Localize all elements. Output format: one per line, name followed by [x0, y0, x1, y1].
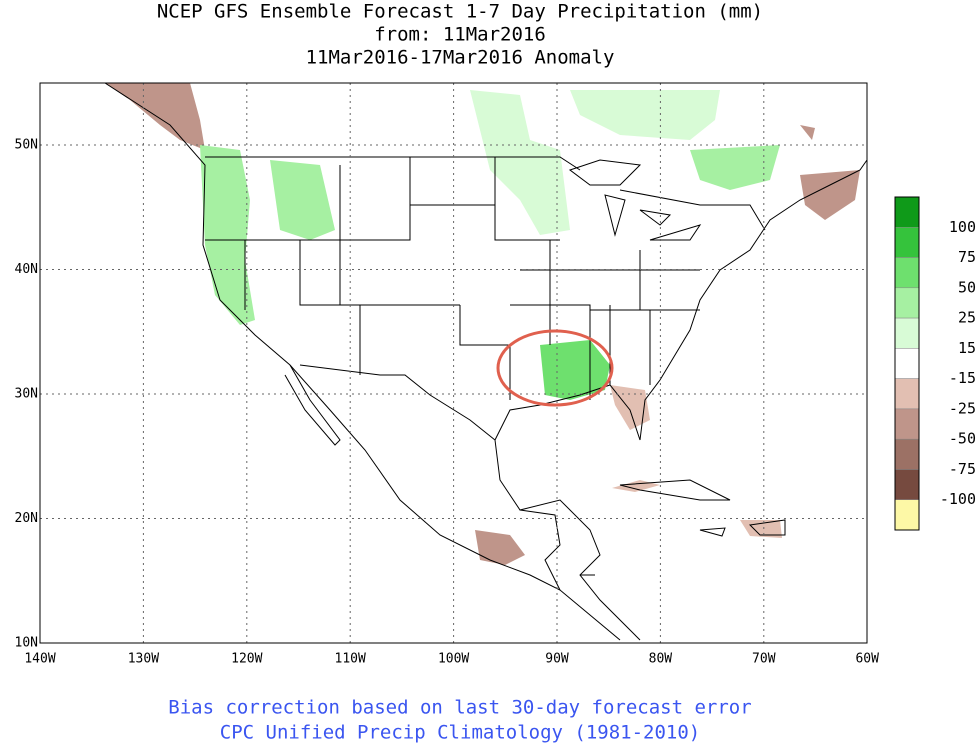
legend-label: 50 — [958, 278, 976, 296]
legend-label: -15 — [949, 369, 976, 387]
legend-swatch — [894, 499, 920, 531]
lat-label: 10N — [15, 636, 38, 651]
title-line: NCEP GFS Ensemble Forecast 1-7 Day Preci… — [157, 1, 763, 23]
legend-swatch — [894, 287, 920, 319]
anomaly-brown — [800, 125, 815, 140]
legend-label: 25 — [958, 309, 976, 327]
coastline — [284, 364, 341, 446]
footer-line: Bias correction based on last 30-day for… — [168, 697, 751, 719]
title-line: from: 11Mar2016 — [374, 24, 546, 46]
legend-label: 15 — [958, 339, 976, 357]
island — [748, 519, 786, 536]
legend-swatch — [894, 227, 920, 258]
lon-label: 130W — [128, 652, 159, 667]
map-frame — [39, 82, 868, 644]
legend-swatch — [894, 438, 920, 470]
legend-swatch — [894, 196, 920, 228]
lat-label: 30N — [15, 387, 38, 402]
legend-label: -100 — [940, 490, 976, 508]
lon-label: 60W — [855, 652, 879, 667]
legend-label: 75 — [958, 248, 976, 266]
map — [39, 82, 868, 644]
lon-label: 90W — [545, 652, 569, 667]
legend-swatch — [894, 348, 920, 379]
legend-frame — [894, 196, 920, 531]
coastline — [104, 82, 621, 641]
legend-label: -75 — [949, 460, 976, 478]
anomaly-brown — [475, 530, 525, 565]
lon-label: 80W — [649, 652, 673, 667]
lat-label: 40N — [15, 262, 38, 277]
anomaly-green — [270, 160, 335, 240]
legend-label: -25 — [949, 399, 976, 417]
anomaly-brown — [105, 83, 205, 150]
lon-label: 120W — [231, 652, 262, 667]
lon-label: 140W — [24, 652, 55, 667]
great-lakes — [568, 159, 702, 241]
legend-swatch — [894, 469, 920, 500]
legend-swatch — [894, 317, 920, 349]
island — [619, 479, 731, 501]
coastline — [494, 159, 868, 641]
legend-label: -50 — [949, 430, 976, 448]
border — [519, 509, 595, 591]
legend-swatch — [894, 378, 920, 410]
anomaly-green — [570, 90, 720, 140]
footer-line: CPC Unified Precip Climatology (1981-201… — [220, 722, 700, 744]
lon-label: 100W — [438, 652, 469, 667]
lat-label: 50N — [15, 138, 38, 153]
lon-label: 110W — [335, 652, 366, 667]
anomaly-green — [690, 145, 780, 190]
highlight-circle — [496, 329, 614, 407]
island — [699, 527, 726, 537]
axis-labels: 140W 130W 120W 110W 100W 90W 80W 70W 60W 10N 20N 30… — [15, 138, 880, 667]
anomaly-green — [470, 90, 570, 235]
legend: 100 75 50 25 15 -15 -25 -50 -75 -100 — [894, 196, 976, 531]
title-line: 11Mar2016-17Mar2016 Anomaly — [306, 47, 615, 69]
lon-label: 70W — [752, 652, 776, 667]
legend-swatch — [894, 257, 920, 289]
anomaly-brown — [610, 385, 650, 430]
lat-label: 20N — [15, 511, 38, 526]
legend-swatch — [894, 408, 920, 440]
legend-label: 100 — [949, 218, 976, 236]
anomaly-brown — [800, 170, 860, 220]
